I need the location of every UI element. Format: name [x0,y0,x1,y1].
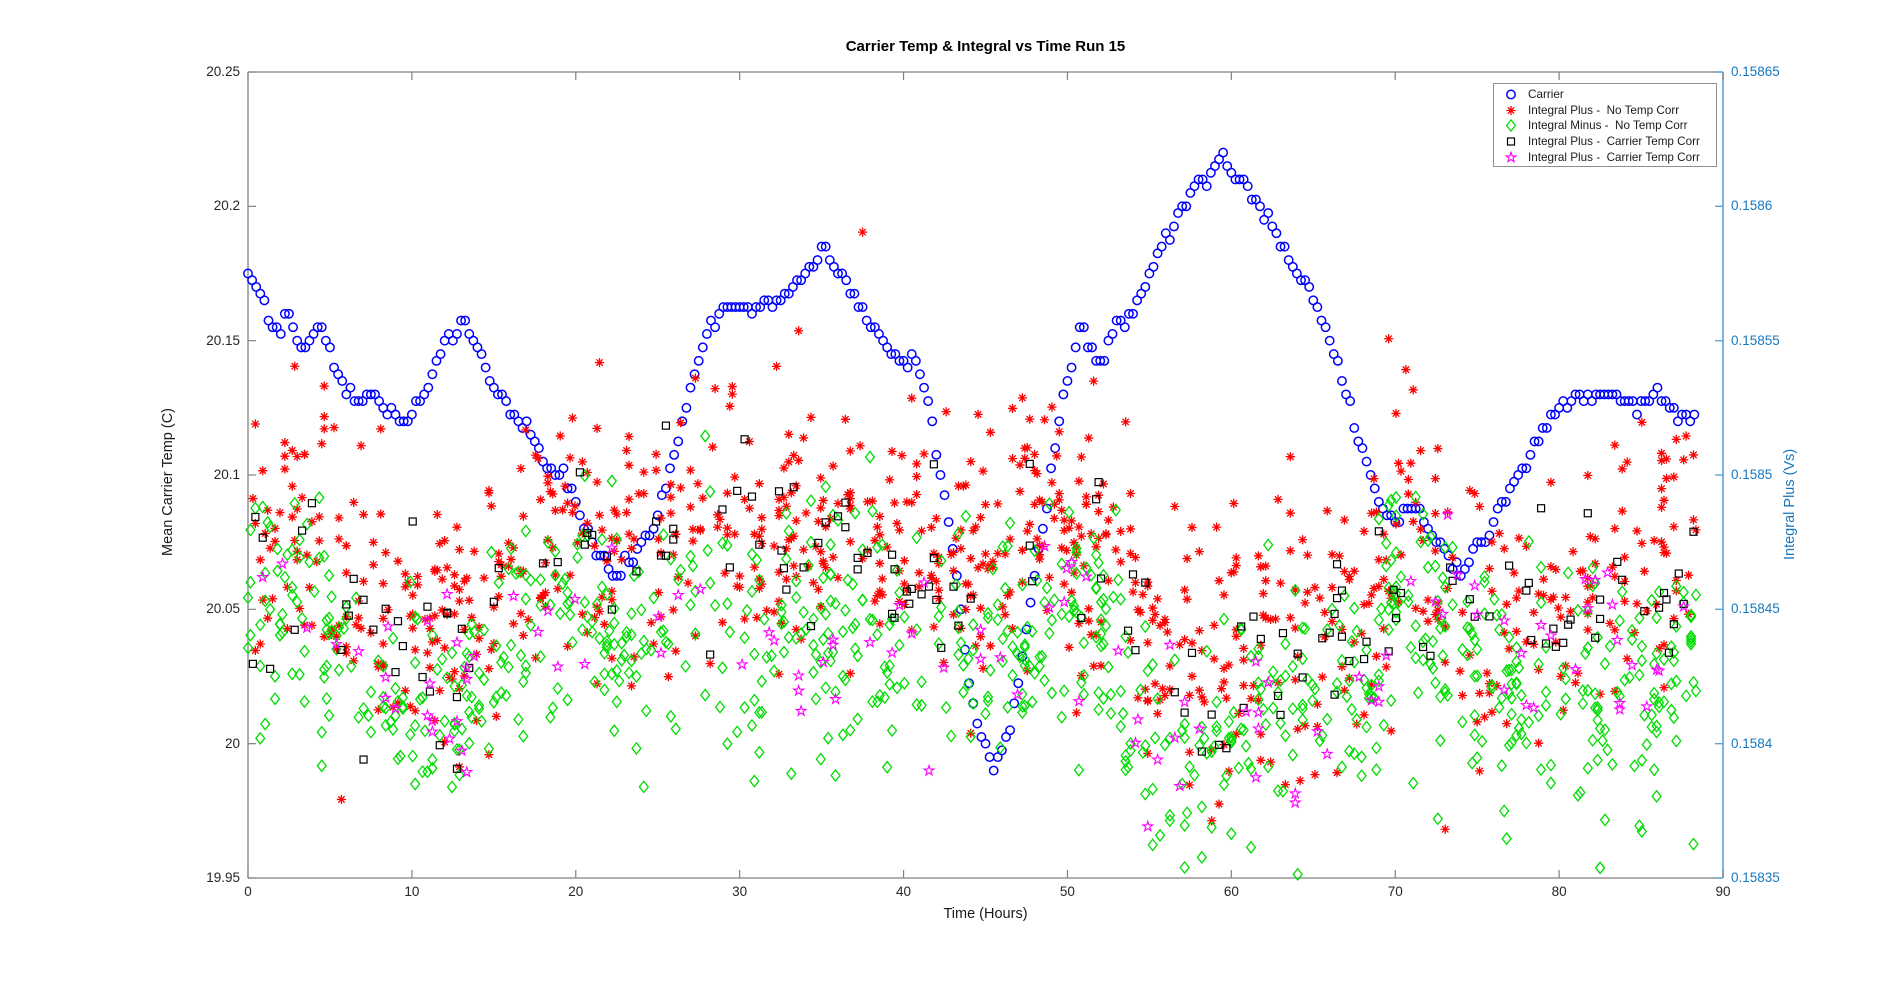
y-tick-label-left: 20.15 [206,332,240,348]
legend-label: Integral Plus - Carrier Temp Corr [1528,150,1700,164]
y-tick-label-right: 0.15845 [1731,601,1780,617]
x-tick-label: 80 [1551,884,1567,899]
y-tick-label-right: 0.15855 [1731,332,1780,348]
legend-row: Integral Plus - Carrier Temp Corr [1494,134,1716,150]
x-tick-label: 10 [404,884,420,899]
legend-label: Carrier [1528,88,1564,102]
legend-pentagram-icon [1504,150,1518,163]
x-tick-label: 30 [732,884,748,899]
y-tick-label-left: 20.05 [206,601,240,617]
y-tick-label-left: 19.95 [206,870,240,885]
legend-label: Integral Plus - Carrier Temp Corr [1528,135,1700,149]
y-tick-label-right: 0.1586 [1731,198,1773,214]
x-axis-label: Time (Hours) [943,906,1028,922]
legend-diamond-icon [1505,119,1517,133]
legend-row: Carrier [1494,87,1716,103]
legend-circle-icon [1506,89,1516,100]
legend-label: Integral Plus - No Temp Corr [1528,103,1680,117]
x-tick-label: 90 [1715,884,1731,899]
y-tick-label-right: 0.15865 [1731,64,1780,79]
x-tick-label: 20 [568,884,584,899]
legend: Carrier Integral Plus - No Temp Corr Integ… [1493,83,1717,167]
series-diamond [242,429,1702,881]
legend-row: Integral Minus - No Temp Corr [1494,118,1716,134]
legend-row: Integral Plus - Carrier Temp Corr [1494,149,1716,165]
y-tick-label-left: 20 [224,735,240,751]
y-tick-label-left: 20.1 [213,467,240,482]
y-tick-label-left: 20.25 [206,64,240,79]
y-tick-label-right: 0.1585 [1731,467,1773,482]
chart-title: Carrier Temp & Integral vs Time Run 15 [845,38,1126,55]
y-tick-label-left: 20.2 [213,198,240,214]
x-tick-label: 0 [244,884,252,899]
series-asterisk [248,227,1701,834]
legend-label: Integral Minus - No Temp Corr [1528,119,1688,133]
legend-row: Integral Plus - No Temp Corr [1494,103,1716,119]
legend-asterisk-icon [1506,105,1516,115]
x-tick-label: 40 [896,884,912,899]
y-tick-label-right: 0.15835 [1731,870,1780,885]
legend-square-icon [1506,137,1516,146]
series-pentagram [256,507,1691,833]
x-tick-label: 70 [1387,884,1403,899]
series-square [248,421,1698,773]
x-tick-label: 50 [1059,884,1075,899]
y-tick-label-right: 0.1584 [1731,735,1773,751]
x-tick-label: 60 [1223,884,1239,899]
